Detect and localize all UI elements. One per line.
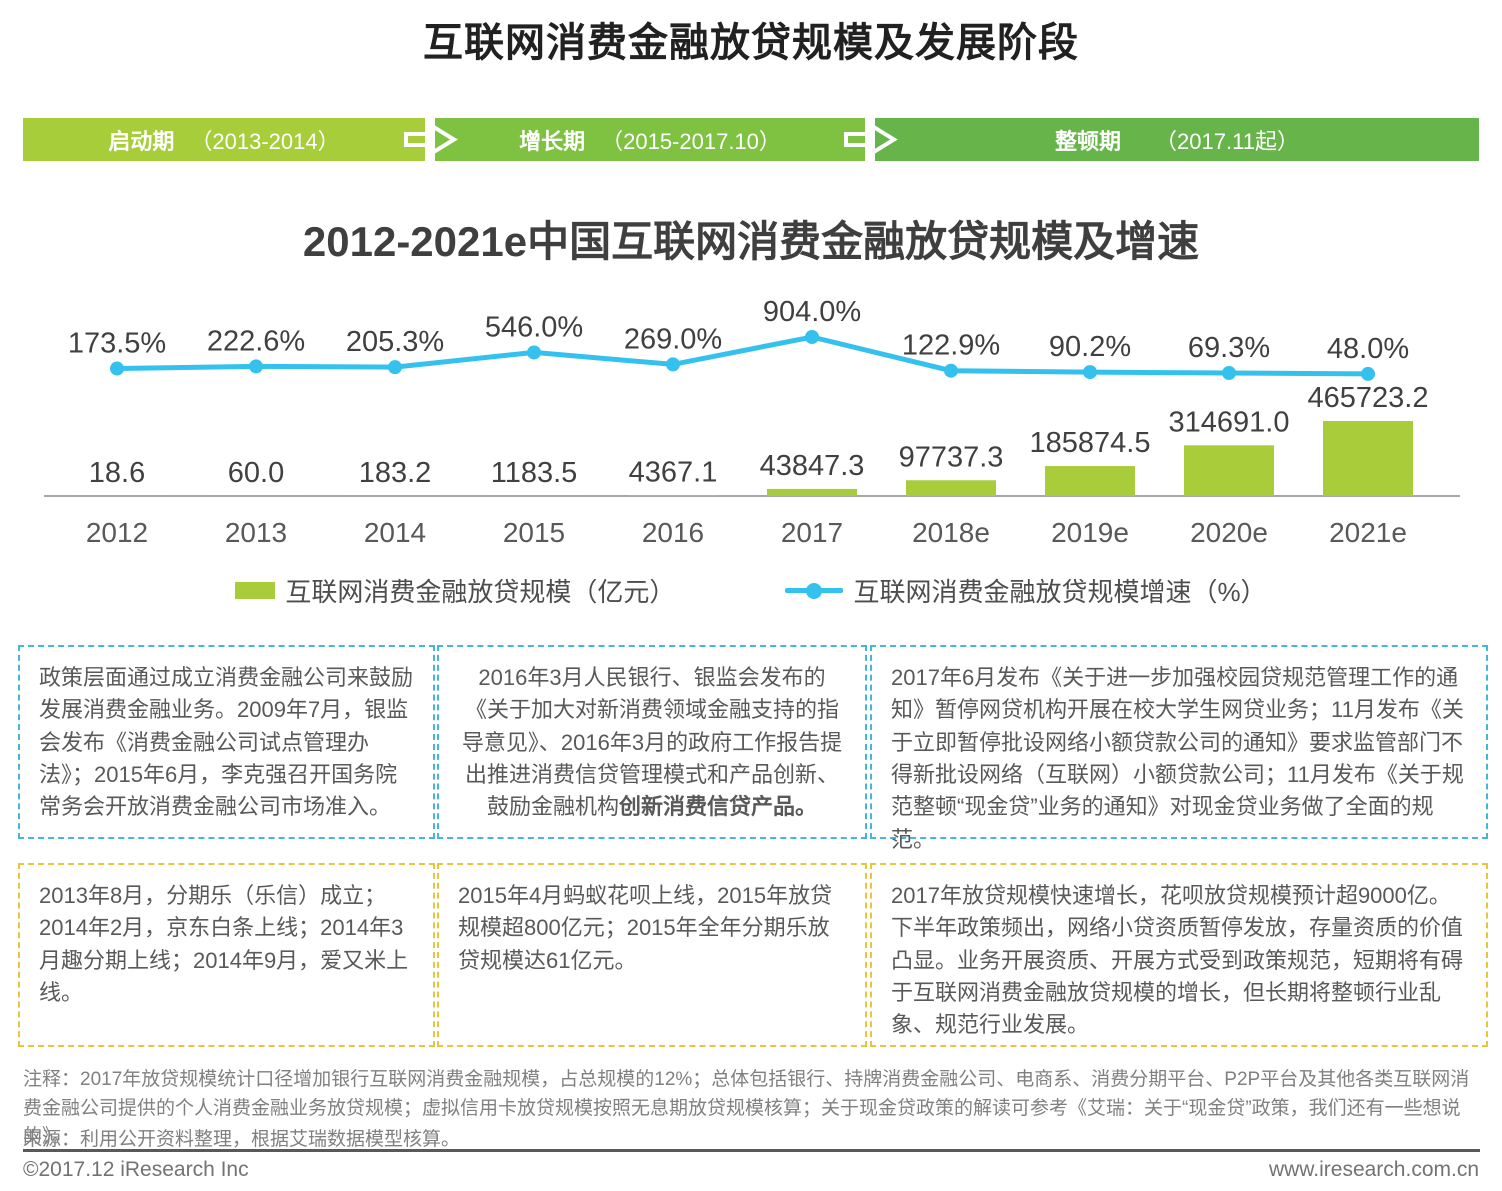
- line-point-2012: [110, 361, 124, 376]
- bar-value-label: 185874.5: [1030, 427, 1151, 459]
- source-note: 来源：利用公开资料整理，根据艾瑞数据模型核算。: [23, 1129, 461, 1150]
- footnote: 注释：2017年放贷规模统计口径增加银行互联网消费金融规模，占总规模的12%；总…: [23, 1069, 1470, 1147]
- right-arrow-icon: [404, 122, 458, 157]
- right-arrow-icon: [844, 122, 898, 157]
- legend-line-label: 互联网消费金融放贷规模增速（%）: [853, 577, 1267, 607]
- line-value-label: 269.0%: [624, 323, 722, 355]
- bar-value-label: 97737.3: [899, 441, 1004, 473]
- line-point-2014: [388, 360, 402, 375]
- info-box-market-growth: 2015年4月蚂蚁花呗上线，2015年放贷规模超800亿元；2015年全年分期乐…: [437, 863, 867, 1047]
- chart-title: 2012-2021e中国互联网消费金融放贷规模及增速: [302, 218, 1200, 265]
- info-box-policy-rectification: 2017年6月发布《关于进一步加强校园贷规范管理工作的通知》暂停网贷机构开展在校…: [870, 645, 1488, 852]
- bar-2016: [628, 495, 718, 496]
- info-box-policy-growth: 2016年3月人民银行、银监会发布的《关于加大对新消费领域金融支持的指导意见》、…: [437, 645, 867, 839]
- line-value-label: 205.3%: [346, 326, 444, 358]
- line-point-2020e: [1222, 366, 1236, 381]
- line-point-2016: [666, 357, 680, 372]
- x-axis-label-2018e: 2018e: [912, 517, 990, 548]
- bar-value-label: 1183.5: [491, 457, 578, 489]
- line-point-2018e: [944, 363, 958, 378]
- bar-2019e: [1045, 466, 1135, 496]
- bar-value-label: 314691.0: [1169, 406, 1290, 438]
- line-point-2015: [527, 345, 541, 360]
- combo-chart: 18.6 60.0 183.2 1183.5 4367.1 43847.3 97737.3 1…: [44, 296, 1460, 548]
- stage-startup: 启动期 （2013-2014）: [23, 118, 425, 161]
- chart-legend: 互联网消费金融放贷规模（亿元） 互联网消费金融放贷规模增速（%）: [0, 572, 1502, 609]
- bar-value-label: 4367.1: [629, 456, 718, 488]
- stage-rectification-name: 整顿期: [1055, 128, 1122, 154]
- bar-2018e: [906, 480, 996, 496]
- info-box-policy-startup: 政策层面通过成立消费金融公司来鼓励发展消费金融业务。2009年7月，银监会发布《…: [18, 645, 435, 839]
- line-value-label: 173.5%: [68, 328, 166, 360]
- bar-2021e: [1323, 421, 1413, 496]
- line-point-2019e: [1083, 365, 1097, 380]
- legend-item-bars: 互联网消费金融放贷规模（亿元）: [235, 572, 675, 609]
- line-value-label: 69.3%: [1188, 332, 1270, 364]
- x-axis-label-2012: 2012: [86, 517, 148, 548]
- line-point-2017: [805, 330, 819, 344]
- stage-startup-name: 启动期: [108, 128, 175, 154]
- stage-growth: 增长期 （2015-2017.10）: [435, 118, 865, 161]
- x-axis-label-2017: 2017: [781, 517, 843, 548]
- line-value-label: 222.6%: [207, 325, 305, 357]
- page-title: 互联网消费金融放贷规模及发展阶段: [423, 21, 1079, 65]
- copyright: ©2017.12 iResearch Inc: [23, 1158, 249, 1181]
- stage-rectification-period: （2017.11起）: [1155, 128, 1299, 154]
- x-axis-label-2013: 2013: [225, 517, 287, 548]
- bar-value-label: 60.0: [228, 457, 284, 489]
- x-axis-label-2015: 2015: [503, 517, 565, 548]
- info-box-market-startup: 2013年8月，分期乐（乐信）成立；2014年2月，京东白条上线；2014年3月…: [18, 863, 435, 1047]
- bar-value-label: 183.2: [359, 457, 432, 489]
- legend-bar-label: 互联网消费金融放贷规模（亿元）: [285, 577, 676, 607]
- line-value-label: 904.0%: [763, 296, 861, 328]
- line-marker-icon: [785, 582, 844, 600]
- growth-line: [116, 334, 1369, 377]
- line-point-2021e: [1361, 366, 1375, 381]
- stage-startup-period: （2013-2014）: [190, 128, 340, 154]
- x-axis-label-2020e: 2020e: [1190, 517, 1268, 548]
- bar-value-label: 465723.2: [1308, 382, 1429, 414]
- line-value-label: 122.9%: [902, 330, 1000, 362]
- bar-value-label: 18.6: [89, 457, 145, 489]
- footer-divider: [23, 1149, 1480, 1152]
- x-axis-label-2014: 2014: [364, 517, 426, 548]
- x-axis-label-2016: 2016: [642, 517, 704, 548]
- line-point-2013: [249, 359, 263, 374]
- line-value-label: 546.0%: [485, 311, 583, 343]
- bar-2020e: [1184, 445, 1274, 496]
- legend-item-line: 互联网消费金融放贷规模增速（%）: [785, 572, 1267, 609]
- line-value-label: 90.2%: [1049, 331, 1131, 363]
- line-value-label: 48.0%: [1327, 333, 1409, 365]
- x-axis-label-2021e: 2021e: [1329, 517, 1407, 548]
- stage-growth-name: 增长期: [519, 128, 586, 154]
- bar-swatch-icon: [235, 582, 276, 599]
- stage-growth-period: （2015-2017.10）: [601, 128, 781, 154]
- stage-rectification: 整顿期 （2017.11起）: [875, 118, 1479, 161]
- bar-value-label: 43847.3: [760, 450, 865, 482]
- info-box-market-rectification: 2017年放贷规模快速增长，花呗放贷规模预计超9000亿。下半年政策频出，网络小…: [870, 863, 1488, 1047]
- bar-2017: [767, 488, 857, 496]
- website-url: www.iresearch.com.cn: [1268, 1158, 1479, 1181]
- stage-banner: 启动期 （2013-2014） 增长期 （2015-2017.10） 整顿期 （…: [23, 118, 1479, 161]
- x-axis-label-2019e: 2019e: [1051, 517, 1129, 548]
